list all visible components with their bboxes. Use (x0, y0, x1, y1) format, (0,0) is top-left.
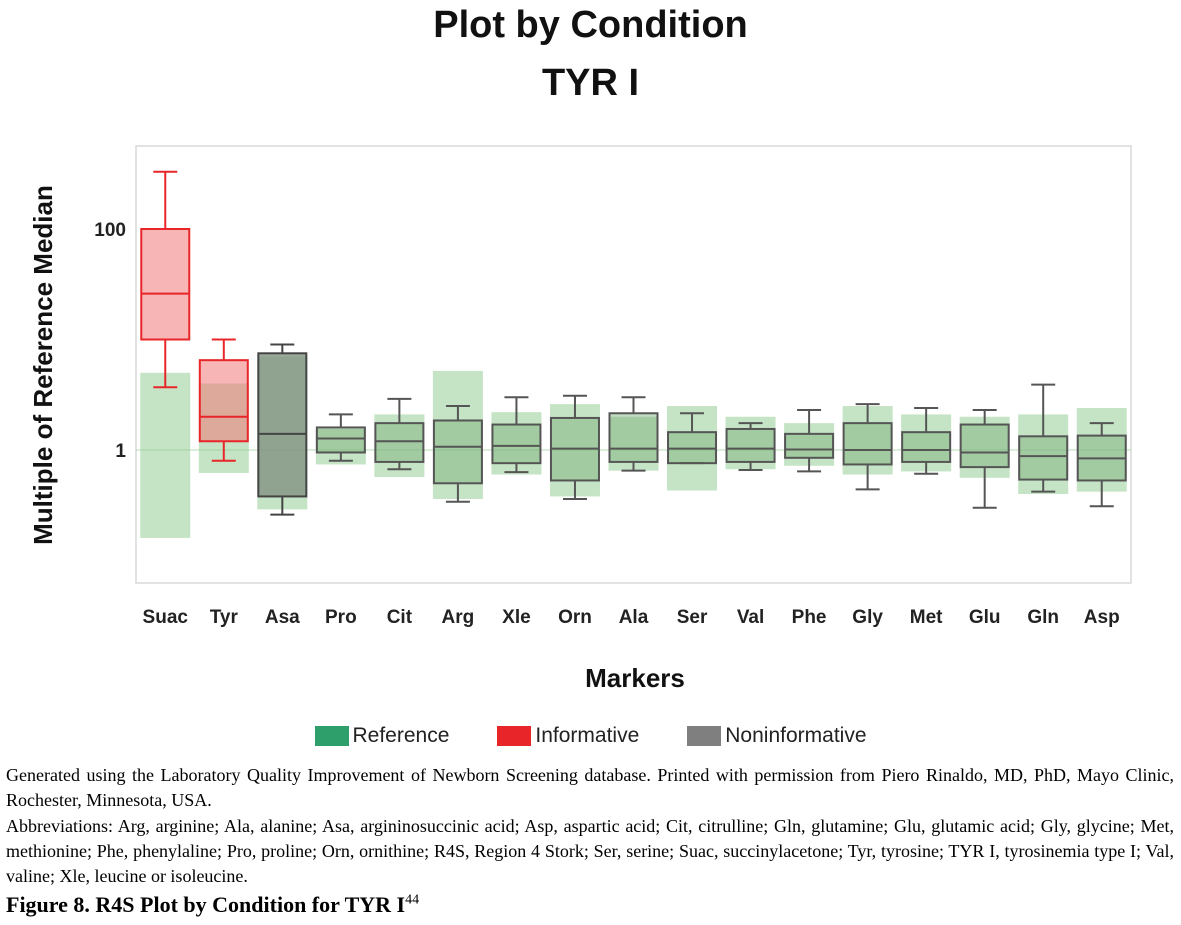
legend-swatch-reference (314, 726, 349, 746)
legend-label-informative: Informative (535, 724, 640, 747)
box (315, 426, 366, 454)
box (140, 228, 191, 341)
box (1018, 435, 1069, 481)
x-tick-label: Gln (1027, 607, 1059, 628)
box-plot: 1 100 Suac Tyr Asa Pro Cit Arg Xle Orn Ala Ser Val Ph… (28, 145, 1132, 693)
plot-area: 1 100 Suac Tyr Asa Pro Cit Arg Xle Orn Ala Ser Val Ph… (94, 145, 1132, 628)
box (198, 359, 249, 443)
reference-range (432, 370, 483, 500)
source-note: Generated using the Laboratory Quality I… (6, 765, 1174, 810)
x-tick-label: Cit (387, 607, 413, 628)
x-tick-label: Tyr (210, 607, 239, 628)
x-tick-label: Gly (852, 607, 883, 628)
chart-subtitle: TYR I (541, 62, 640, 104)
chart-title: Plot by Condition (433, 4, 748, 46)
box (432, 419, 483, 485)
x-tick-label: Pro (325, 607, 357, 628)
figure-caption-text: Figure 8. R4S Plot by Condition for TYR … (6, 892, 406, 917)
box (491, 423, 542, 465)
x-tick-label: Asp (1084, 607, 1120, 628)
reference-range (140, 372, 191, 538)
figure-caption-reference: 44 (405, 892, 420, 908)
legend-item-noninformative: Noninformative (687, 724, 867, 748)
legend: Reference Informative Noninformative (0, 724, 1181, 748)
x-tick-label: Suac (143, 607, 189, 628)
box (725, 427, 776, 463)
legend-label-reference: Reference (352, 724, 450, 747)
box (901, 431, 952, 463)
figure-caption: Figure 8. R4S Plot by Condition for TYR … (6, 892, 419, 918)
x-tick-label: Met (910, 607, 943, 628)
legend-swatch-noninformative (687, 726, 722, 746)
x-tick-label: Arg (442, 607, 475, 628)
x-tick-label: Xle (502, 607, 531, 628)
x-tick-label: Ser (677, 607, 708, 628)
legend-item-informative: Informative (497, 724, 639, 748)
x-tick-label: Phe (792, 607, 827, 628)
legend-swatch-informative (497, 726, 532, 746)
box (374, 422, 425, 463)
x-axis-label: Markers (585, 663, 685, 693)
plot-frame (135, 145, 1132, 584)
box (257, 352, 308, 498)
y-tick-label: 100 (94, 220, 126, 241)
x-tick-label: Asa (265, 607, 300, 628)
box (784, 432, 835, 459)
x-tick-label: Val (737, 607, 764, 628)
x-tick-label: Orn (558, 607, 592, 628)
legend-label-noninformative: Noninformative (725, 724, 867, 747)
abbreviations-note: Abbreviations: Arg, arginine; Ala, alani… (6, 816, 1174, 886)
y-axis-label: Multiple of Reference Median (28, 185, 58, 545)
box (608, 412, 659, 463)
y-tick-label: 1 (115, 441, 126, 462)
x-tick-label: Glu (969, 607, 1001, 628)
x-tick-label: Ala (619, 607, 649, 628)
legend-item-reference: Reference (314, 724, 450, 748)
box (959, 423, 1010, 469)
box (842, 422, 893, 466)
